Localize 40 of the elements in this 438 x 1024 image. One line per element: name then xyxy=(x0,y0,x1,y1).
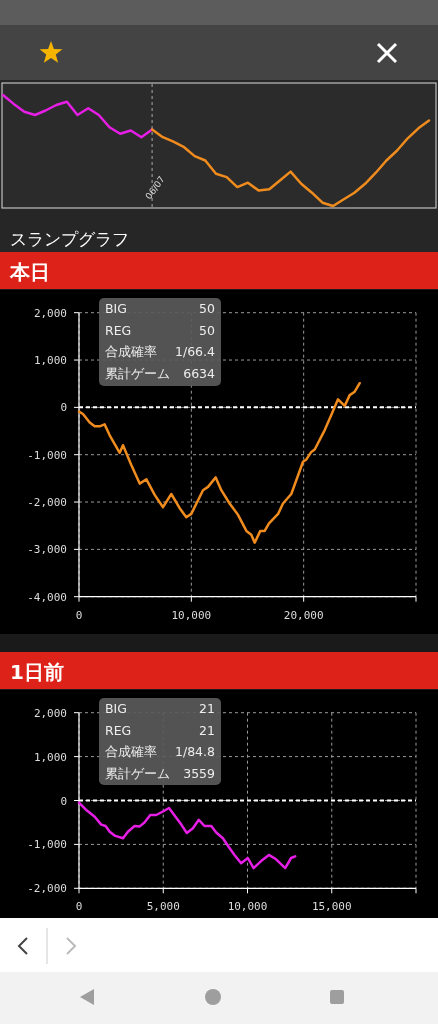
annotation: 50 xyxy=(199,301,216,316)
annotation: REG xyxy=(105,722,132,738)
y-tick-label: 0 xyxy=(60,401,67,415)
annotation: 1/84.8 xyxy=(175,744,216,760)
y-tick-label: -2,000 xyxy=(27,496,67,510)
y-tick-label: -3,000 xyxy=(27,543,67,557)
annotation: 50 xyxy=(199,322,216,338)
annotation: 累計ゲーム xyxy=(105,366,170,382)
x-tick-label: 0 xyxy=(75,900,83,914)
x-tick-label: 0 xyxy=(75,608,83,622)
annotation: 6634 xyxy=(183,366,216,382)
line-series xyxy=(77,381,361,544)
y-tick-label: 2,000 xyxy=(33,306,67,320)
annotation: 21 xyxy=(199,701,215,716)
x-tick-label: 20,000 xyxy=(283,608,324,622)
annotation: 合成確率 xyxy=(105,344,157,360)
annotation: 合成確率 xyxy=(105,744,157,760)
y-tick-label: -1,000 xyxy=(27,448,67,462)
line-series xyxy=(77,801,297,870)
chart-title: 1日前 xyxy=(10,660,64,684)
annotation: 累計ゲーム xyxy=(105,766,170,782)
y-tick-label: -1,000 xyxy=(27,838,67,852)
annotation: BIG xyxy=(105,301,127,316)
x-tick-label: 5,000 xyxy=(146,900,180,914)
annotation: BIG xyxy=(105,701,127,716)
annotation: REG xyxy=(105,322,132,338)
annotation: 3559 xyxy=(183,766,216,782)
annotation: 1/66.4 xyxy=(175,344,216,360)
y-tick-label: 2,000 xyxy=(33,706,67,720)
y-tick-label: 0 xyxy=(60,794,67,808)
x-tick-label: 10,000 xyxy=(171,608,212,622)
chart-title: スランプグラフ xyxy=(10,229,129,249)
chart-subtitle: 本日 xyxy=(9,260,50,284)
x-tick-label: 15,000 xyxy=(311,900,352,914)
y-tick-label: 1,000 xyxy=(33,750,67,764)
y-tick-label: -4,000 xyxy=(27,590,67,604)
y-tick-label: -2,000 xyxy=(27,882,67,896)
y-tick-label: 1,000 xyxy=(33,354,67,368)
x-tick-label: 10,000 xyxy=(227,900,268,914)
annotation: 21 xyxy=(199,722,215,738)
